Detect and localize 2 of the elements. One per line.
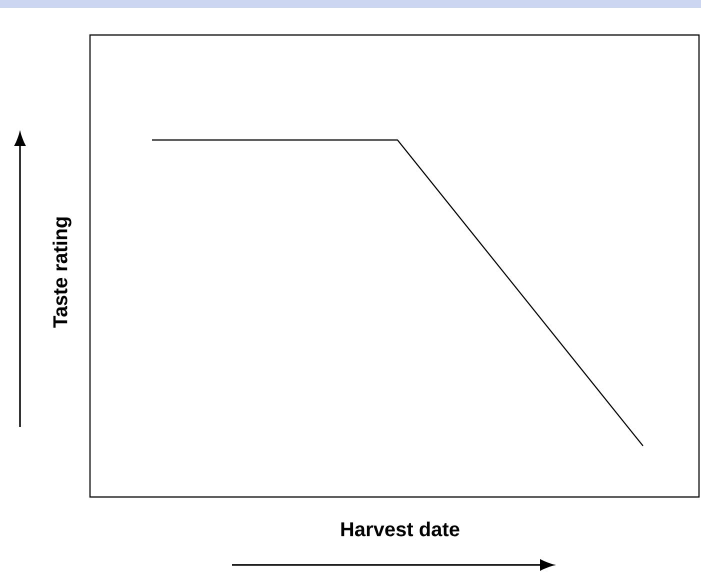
y-axis-title: Taste rating [52,217,72,328]
x-axis-title: Harvest date [341,522,460,536]
